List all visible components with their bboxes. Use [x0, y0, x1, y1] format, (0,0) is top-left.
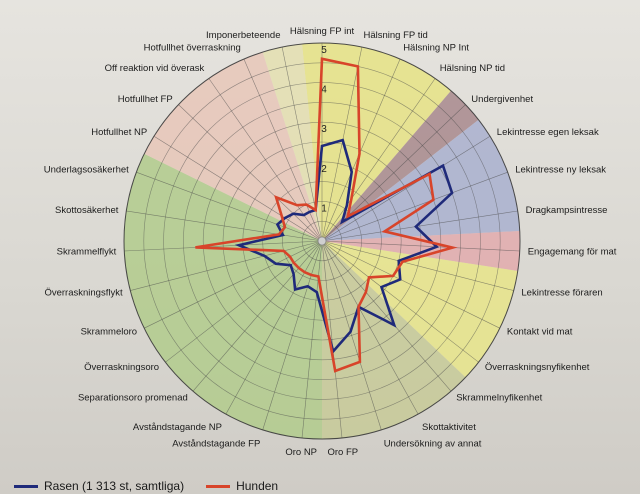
- category-label-19: Separationsoro promenad: [78, 392, 188, 403]
- grid-spoke-17: [262, 240, 323, 430]
- scale-tick-2: 2: [321, 164, 327, 175]
- grid-spoke-22: [130, 240, 323, 291]
- grid-spoke-27: [178, 104, 323, 242]
- grid-spoke-13: [321, 240, 419, 415]
- category-label-23: Skrammelflykt: [57, 246, 117, 257]
- category-label-9: Lekintresse föraren: [521, 288, 602, 299]
- category-label-28: Off reaktion vid överask: [105, 63, 205, 74]
- scale-ticks: 1 2 3 4 5: [321, 45, 327, 214]
- grid-spoke-4: [321, 104, 466, 242]
- series-lines: [195, 57, 458, 373]
- sector-wedge-7: [144, 52, 322, 241]
- legend-swatch-dog: [206, 484, 231, 488]
- category-label-10: Kontakt vid mat: [507, 327, 573, 338]
- category-label-11: Överraskningsnyfikenhet: [485, 362, 590, 373]
- sector-wedge-5: [322, 241, 466, 439]
- category-label-17: Avståndstagande FP: [172, 439, 260, 450]
- category-label-5: Lekintresse egen leksak: [497, 127, 599, 138]
- category-label-4: Undergivenhet: [471, 94, 533, 105]
- sector-wedge-2: [322, 119, 520, 241]
- category-label-1: Hälsning FP tid: [364, 30, 428, 41]
- sector-wedge-8: [262, 44, 322, 241]
- category-label-0: Hälsning FP int: [290, 26, 355, 37]
- category-label-6: Lekintresse ny leksak: [515, 165, 606, 176]
- category-label-20: Överraskningsoro: [84, 362, 159, 373]
- legend: Rasen (1 313 st, samtliga) Hunden: [14, 478, 300, 494]
- grid-spoke-15: [321, 240, 343, 439]
- grid-spoke-2: [321, 58, 401, 242]
- category-label-2: Hälsning NP Int: [403, 43, 469, 54]
- legend-label-dog: Hunden: [236, 479, 279, 493]
- scale-tick-3: 3: [321, 124, 327, 135]
- grid-spoke-23: [124, 240, 323, 252]
- category-label-26: Hotfullhet NP: [91, 127, 147, 138]
- legend-swatch-breed: [14, 484, 38, 488]
- grid-spoke-7: [321, 210, 518, 242]
- grid-spoke-10: [321, 240, 500, 329]
- grid-spoke-21: [144, 240, 323, 329]
- category-label-29: Hotfullhet överraskning: [144, 43, 241, 54]
- category-label-16: Oro NP: [285, 447, 317, 458]
- center-dot: [317, 236, 327, 246]
- category-label-13: Skottaktivitet: [422, 422, 476, 433]
- grid-spoke-26: [153, 136, 323, 242]
- grid-spoke-3: [321, 78, 436, 242]
- legend-item-dog: Hunden: [206, 479, 278, 493]
- scale-tick-5: 5: [321, 45, 327, 56]
- scale-tick-1: 1: [321, 203, 327, 214]
- grid-spoke-16: [301, 240, 323, 439]
- category-label-7: Dragkampsintresse: [526, 205, 608, 216]
- category-label-27: Hotfullhet FP: [118, 94, 173, 105]
- grid-spoke-9: [321, 240, 514, 291]
- scale-tick-4: 4: [321, 85, 327, 96]
- grid-spoke-8: [321, 240, 520, 252]
- series-line-1: [195, 57, 458, 373]
- sector-wedge-3: [322, 231, 520, 271]
- category-labels: Hälsning FP int Hälsning FP tid Hälsning N…: [44, 26, 617, 458]
- grid-spoke-19: [192, 240, 323, 392]
- grid-spoke-20: [165, 240, 323, 363]
- sector-wedge-0: [302, 42, 451, 241]
- grid-spoke-18: [225, 240, 323, 415]
- grid-spoke-29: [243, 58, 323, 242]
- category-label-8: Engagemang för mat: [528, 246, 617, 257]
- grid-spoke-14: [321, 240, 382, 430]
- category-label-25: Underlagsosäkerhet: [44, 165, 129, 176]
- grid-spoke-24: [126, 210, 323, 242]
- legend-label-breed: Rasen (1 313 st, samtliga): [44, 479, 185, 493]
- category-label-30: Imponerbeteende: [206, 30, 280, 41]
- category-label-18: Avståndstagande NP: [133, 422, 222, 433]
- category-label-21: Skrammeloro: [81, 327, 138, 338]
- legend-item-breed: Rasen (1 313 st, samtliga): [14, 479, 184, 493]
- category-label-14: Undersökning av annat: [384, 439, 482, 450]
- category-label-24: Skottosäkerhet: [55, 205, 119, 216]
- category-label-22: Överraskningsflykt: [44, 288, 122, 299]
- grid-spoke-5: [321, 136, 491, 242]
- grid-spoke-6: [321, 171, 508, 242]
- grid-spoke-11: [321, 240, 479, 363]
- category-label-3: Hälsning NP tid: [440, 63, 505, 74]
- category-label-15: Oro FP: [327, 447, 358, 458]
- category-label-12: Skrammelnyfikenhet: [456, 392, 542, 403]
- grid-spoke-1: [321, 47, 363, 242]
- grid-spoke-12: [321, 240, 452, 392]
- sector-wedge-6: [123, 153, 322, 440]
- grid-spoke-25: [136, 171, 323, 242]
